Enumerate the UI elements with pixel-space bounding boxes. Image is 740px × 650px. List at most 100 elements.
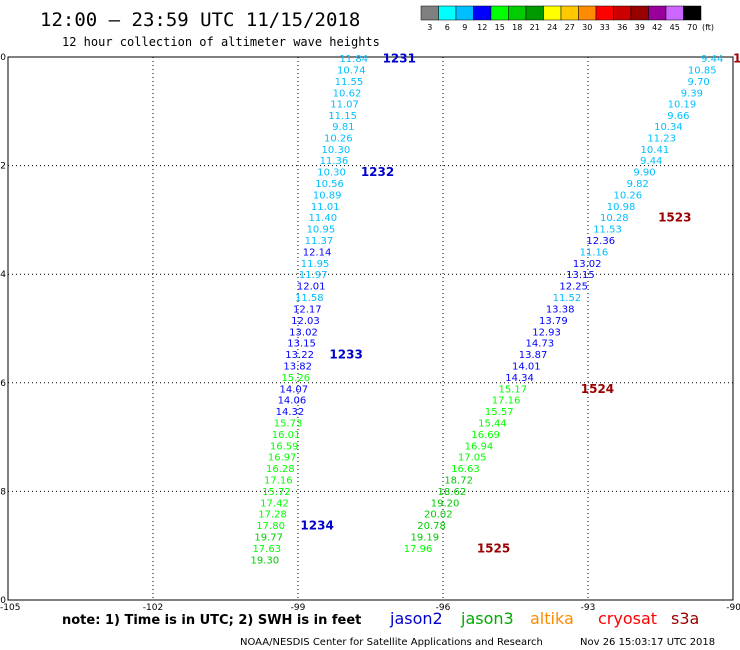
swh-value: 11.97 — [299, 270, 328, 281]
colorbar-swatch — [560, 5, 579, 21]
colorbar-swatch — [630, 5, 649, 21]
time-label: 1234 — [300, 519, 333, 533]
satellite-legend: jason2 jason3 altika cryosat s3a — [389, 609, 699, 628]
swh-value: 16.01 — [272, 430, 301, 441]
swh-value: 11.55 — [335, 77, 364, 88]
swh-value: 15.57 — [485, 407, 514, 418]
swh-value: 13.02 — [289, 327, 318, 338]
time-labels: 1231 1232 1233 1234 1 1523 1524 1525 — [300, 52, 740, 556]
swh-value: 17.96 — [404, 544, 433, 555]
swh-value: 11.95 — [301, 259, 330, 270]
footer-note: note: 1) Time is in UTC; 2) SWH is in fe… — [62, 613, 361, 628]
swh-value: 10.41 — [641, 145, 670, 156]
x-tick-label: -93 — [581, 603, 596, 613]
swh-value: 15.73 — [274, 418, 303, 429]
y-tick-label: -54 — [0, 270, 6, 280]
swh-value: 11.15 — [328, 111, 357, 122]
swh-value: 13.82 — [283, 361, 312, 372]
colorbar-label: 18 — [512, 23, 522, 32]
colorbar-label: 21 — [530, 23, 540, 32]
swh-value: 11.36 — [320, 156, 349, 167]
swh-value: 9.90 — [633, 168, 655, 179]
colorbar-unit: (ft) — [702, 23, 714, 32]
swh-value: 13.15 — [287, 339, 316, 350]
footer-credit: NOAA/NESDIS Center for Satellite Applica… — [240, 637, 543, 648]
time-label: 1233 — [329, 348, 362, 362]
grid-lines — [8, 57, 733, 600]
swh-value: 16.94 — [465, 441, 494, 452]
y-tick-label: -52 — [0, 162, 6, 172]
swh-value: 10.89 — [313, 190, 342, 201]
x-tick-label: -90 — [726, 603, 740, 613]
swh-value: 10.56 — [315, 179, 344, 190]
x-tick-label: -105 — [0, 603, 20, 613]
swh-value: 16.63 — [451, 464, 480, 475]
swh-value: 20.02 — [424, 510, 453, 521]
swh-values: 11.8410.7411.5510.6211.0711.159.8110.261… — [251, 54, 724, 566]
swh-value: 9.44 — [640, 156, 662, 167]
swh-value: 20.78 — [417, 521, 446, 532]
colorbar-swatch — [665, 5, 684, 21]
x-tick-label: -99 — [291, 603, 306, 613]
colorbar-swatch — [490, 5, 509, 21]
swh-value: 16.28 — [266, 464, 295, 475]
colorbar-label: 70 — [687, 23, 697, 32]
swh-value: 19.19 — [410, 533, 439, 544]
swh-value: 9.82 — [627, 179, 649, 190]
swh-value: 11.53 — [593, 225, 622, 236]
colorbar-label: 27 — [565, 23, 575, 32]
swh-value: 13.15 — [566, 270, 595, 281]
swh-value: 10.30 — [317, 168, 346, 179]
x-axis-ticks: -105 -102 -99 -96 -93 -90 — [0, 603, 740, 613]
satellite-legend-cryosat: cryosat — [598, 609, 657, 628]
y-tick-label: -50 — [0, 53, 6, 63]
colorbar-swatch — [578, 5, 597, 21]
swh-value: 17.42 — [260, 498, 289, 509]
swh-value: 9.44 — [701, 54, 723, 65]
swh-value: 11.01 — [311, 202, 340, 213]
swh-value: 17.28 — [258, 510, 287, 521]
swh-value: 10.26 — [613, 190, 642, 201]
swh-value: 11.07 — [330, 100, 359, 111]
x-tick-label: -96 — [436, 603, 451, 613]
swh-value: 19.30 — [251, 555, 280, 566]
y-tick-label: -60 — [0, 596, 6, 606]
satellite-legend-jason3: jason3 — [460, 609, 514, 628]
swh-value: 14.07 — [280, 384, 309, 395]
colorbar-label: 39 — [635, 23, 645, 32]
swh-value: 17.80 — [256, 521, 285, 532]
time-label: 1525 — [477, 541, 510, 555]
swh-value: 17.63 — [252, 544, 281, 555]
swh-value: 12.14 — [303, 247, 332, 258]
colorbar-swatch — [455, 5, 474, 21]
colorbar-label: 33 — [600, 23, 610, 32]
colorbar-swatch — [508, 5, 527, 21]
colorbar-label: 42 — [652, 23, 662, 32]
time-label: 1232 — [361, 165, 394, 179]
colorbar-label: 30 — [582, 23, 592, 32]
swh-value: 17.16 — [492, 396, 521, 407]
swh-value: 9.39 — [681, 88, 703, 99]
swh-value: 15.17 — [498, 384, 527, 395]
satellite-legend-jason2: jason2 — [389, 609, 443, 628]
colorbar-label: 6 — [445, 23, 450, 32]
swh-value: 14.01 — [512, 361, 541, 372]
swh-value: 10.95 — [307, 225, 336, 236]
colorbar-swatch — [648, 5, 667, 21]
x-tick-label: -102 — [143, 603, 163, 613]
swh-value: 14.73 — [526, 339, 555, 350]
swh-value: 13.87 — [519, 350, 548, 361]
swh-value: 13.38 — [546, 304, 575, 315]
colorbar-swatch — [420, 5, 439, 21]
swh-value: 13.02 — [573, 259, 602, 270]
swh-value: 12.17 — [293, 304, 322, 315]
swh-value: 11.37 — [305, 236, 334, 247]
swh-value: 19.77 — [254, 533, 283, 544]
colorbar-swatch — [438, 5, 457, 21]
y-axis-ticks: -50 -52 -54 -56 -58 -60 — [0, 53, 6, 606]
swh-value: 17.16 — [264, 475, 293, 486]
swh-value: 14.06 — [278, 396, 307, 407]
colorbar-label: 24 — [547, 23, 557, 32]
colorbar-label: 45 — [670, 23, 680, 32]
